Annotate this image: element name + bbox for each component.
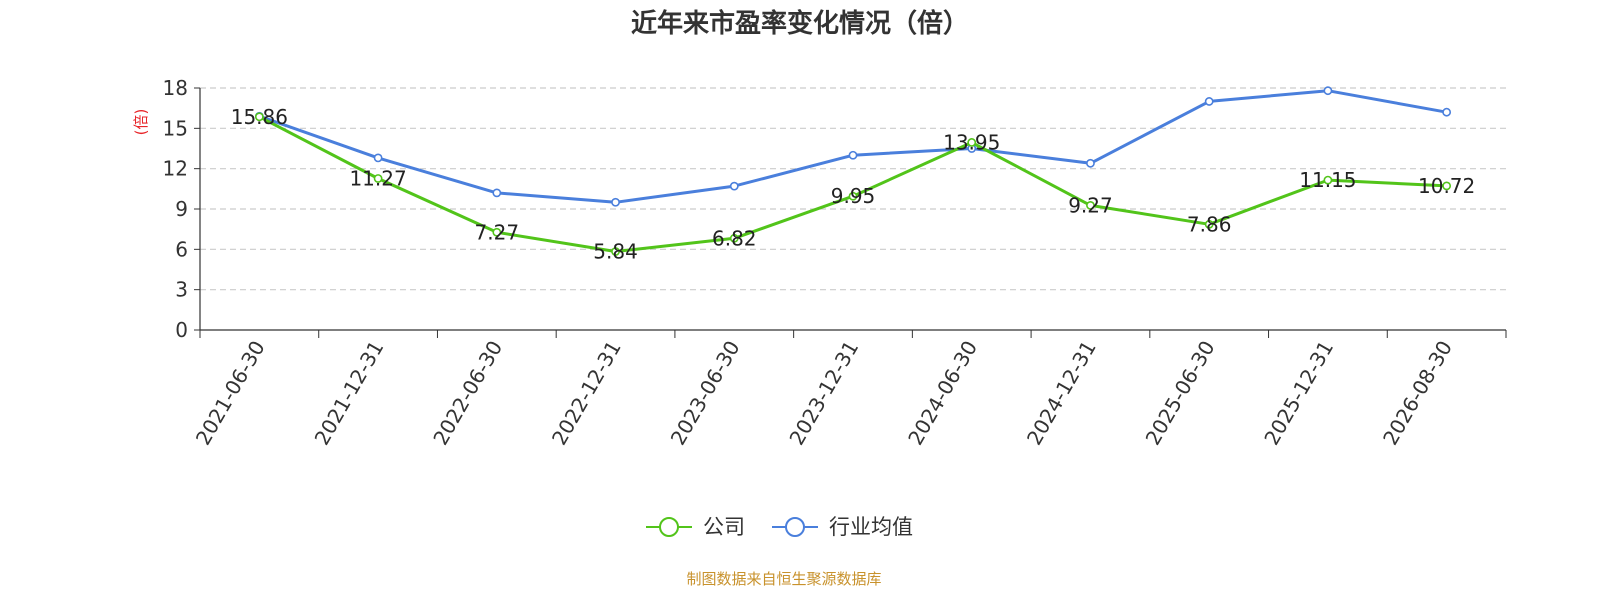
- data-point-company: [492, 227, 502, 237]
- legend-item-company[interactable]: 公司: [646, 515, 745, 539]
- y-axis-ticks: 0 3 6 9 12 15 18: [163, 76, 200, 342]
- x-tick-label: 2022-12-31: [547, 337, 626, 450]
- x-tick-label: 2021-06-30: [191, 337, 270, 450]
- data-point-company: [254, 112, 264, 122]
- data-label: 15.86: [231, 105, 288, 129]
- legend-label-company: 公司: [703, 515, 745, 539]
- data-label: 7.86: [1187, 212, 1232, 236]
- legend-label-industry: 行业均值: [829, 515, 913, 539]
- data-label: 7.27: [475, 220, 520, 244]
- data-point-industry: [1323, 86, 1333, 96]
- data-point-industry: [373, 153, 383, 163]
- data-point-industry: [1442, 107, 1452, 117]
- data-label: 13.95: [943, 130, 1000, 154]
- data-point-industry: [848, 150, 858, 160]
- legend: 公司 行业均值: [646, 515, 913, 539]
- y-tick-label: 3: [175, 278, 188, 302]
- source-note: 制图数据来自恒生聚源数据库: [686, 570, 881, 588]
- data-point-industry: [729, 181, 739, 191]
- data-point-industry: [611, 197, 620, 207]
- data-point-company: [611, 247, 620, 256]
- x-tick-label: 2024-06-30: [903, 337, 982, 450]
- x-tick-label: 2025-06-30: [1141, 337, 1220, 450]
- x-tick-label: 2024-12-31: [1022, 337, 1101, 450]
- y-axis-unit-label: (倍): [132, 109, 150, 136]
- legend-item-industry[interactable]: 行业均值: [772, 515, 913, 539]
- data-label: 10.72: [1418, 174, 1475, 198]
- x-tick-label: 2023-06-30: [666, 337, 745, 450]
- x-tick-label: 2023-12-31: [784, 337, 863, 450]
- data-point-company: [729, 233, 739, 243]
- data-point-company: [1442, 181, 1452, 191]
- data-point-industry: [1086, 158, 1095, 168]
- data-label: 6.82: [712, 226, 757, 250]
- y-tick-label: 6: [175, 237, 188, 261]
- x-tick-label: 2025-12-31: [1259, 337, 1338, 450]
- x-tick-label: 2022-06-30: [428, 337, 507, 450]
- data-label: 9.27: [1068, 193, 1113, 217]
- data-point-company: [1323, 175, 1333, 185]
- gridlines: [200, 87, 1506, 291]
- chart-title: 近年来市盈率变化情况（倍）: [631, 8, 969, 39]
- x-tick-label: 2021-12-31: [310, 337, 389, 450]
- x-tick-label: 2026-08-30: [1378, 337, 1457, 450]
- data-point-company: [967, 138, 977, 147]
- data-point-company: [373, 174, 383, 183]
- series-lines: [258, 89, 1447, 253]
- data-point-industry: [1204, 97, 1214, 106]
- y-tick-label: 0: [175, 318, 188, 342]
- axes: [199, 88, 1506, 331]
- x-axis-ticks: 2021-06-30 2021-12-31 2022-06-30 2022-12-31…: [191, 330, 1507, 450]
- data-point-company: [1086, 200, 1095, 210]
- legend-marker-industry: [785, 517, 805, 537]
- series-points: [254, 86, 1452, 256]
- data-label: 11.15: [1299, 168, 1356, 192]
- y-tick-label: 9: [175, 197, 188, 221]
- y-tick-label: 12: [163, 157, 188, 181]
- data-labels: 15.86 11.27 7.27 5.84 6.82 9.95 13.95 9.27 7.86 1…: [231, 105, 1476, 264]
- data-point-company: [848, 191, 858, 201]
- data-label: 5.84: [593, 239, 638, 263]
- legend-marker-company: [659, 517, 679, 537]
- data-label: 9.95: [831, 184, 876, 208]
- data-point-industry: [492, 188, 502, 198]
- data-label: 11.27: [349, 166, 406, 190]
- y-tick-label: 15: [163, 116, 188, 140]
- y-tick-label: 18: [163, 76, 188, 100]
- data-point-company: [1204, 219, 1214, 229]
